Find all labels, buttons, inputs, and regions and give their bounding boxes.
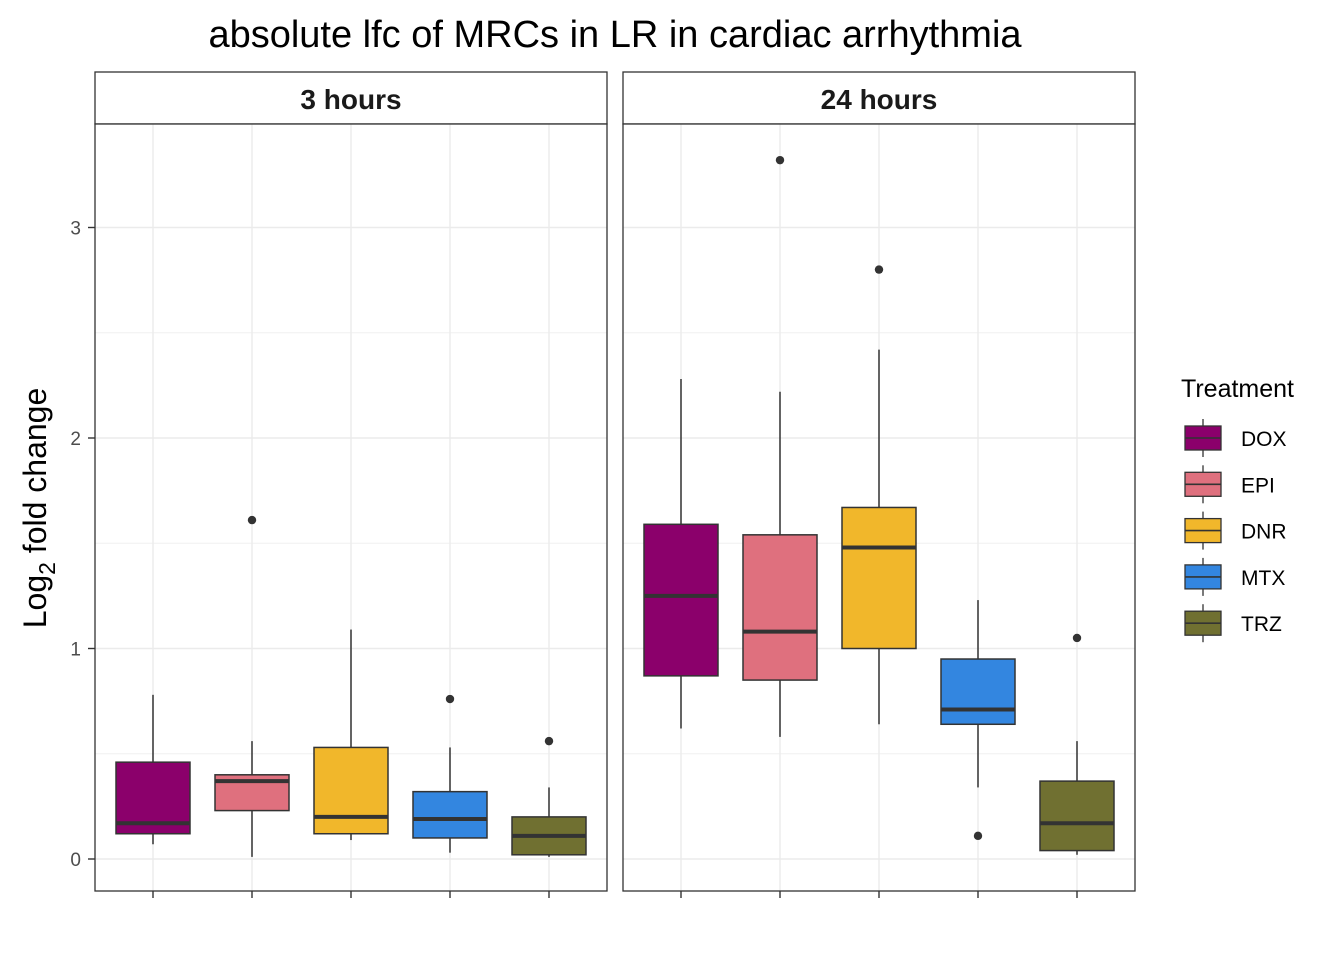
y-tick-label: 2 (70, 429, 81, 450)
y-tick-label: 3 (70, 219, 81, 240)
legend-item-dnr: DNR (1184, 511, 1287, 550)
box-iqr (841, 506, 917, 650)
y-axis: 0 1 2 3 (70, 219, 95, 871)
legend-item-epi: EPI (1184, 465, 1275, 504)
box-iqr (742, 534, 818, 681)
y-axis-title: Log2 fold change (17, 388, 60, 629)
outlier-point (247, 515, 257, 525)
outlier-point (874, 265, 884, 274)
panel-border (94, 123, 608, 892)
legend-label: EPI (1241, 474, 1275, 497)
facet-strip (94, 71, 608, 125)
legend-label: MTX (1241, 567, 1285, 590)
facet-strip-label: 3 hours (300, 84, 401, 115)
box-epi (214, 515, 290, 857)
legend-title: Treatment (1181, 375, 1294, 403)
facet-strip-label: 24 hours (821, 84, 938, 115)
outlier-point (445, 694, 455, 704)
box-mtx (412, 694, 488, 853)
legend-item-mtx: MTX (1184, 557, 1285, 596)
box-dox (643, 379, 719, 729)
facet-strip (622, 71, 1136, 125)
box-dnr (841, 265, 917, 725)
legend-label: TRZ (1241, 613, 1282, 636)
box-iqr (643, 523, 719, 677)
box-dox (115, 694, 191, 845)
panel-border (622, 123, 1136, 892)
y-axis-title-prefix: Log (17, 575, 53, 628)
y-tick-label: 1 (70, 640, 81, 661)
outlier-point (775, 155, 785, 165)
box-iqr (1039, 780, 1115, 852)
outlier-point (973, 831, 983, 841)
box-epi (742, 155, 818, 737)
legend: Treatment DOX EPI DNR MTX TRZ (1181, 375, 1294, 643)
legend-label: DOX (1241, 428, 1287, 451)
outlier-point (544, 736, 554, 746)
chart-title: absolute lfc of MRCs in LR in cardiac ar… (208, 14, 1022, 56)
box-mtx (940, 600, 1016, 841)
facets-layer: 3 hours 24 hours 0 1 2 3 (70, 71, 1136, 898)
legend-item-dox: DOX (1184, 419, 1287, 457)
legend-label: DNR (1241, 521, 1287, 544)
facet-panel: 24 hours (622, 71, 1136, 898)
box-trz (1039, 633, 1115, 855)
box-iqr (940, 658, 1016, 726)
y-axis-title-suffix: fold change (17, 388, 53, 562)
legend-item-trz: TRZ (1184, 604, 1282, 643)
outlier-point (1072, 633, 1082, 643)
legend-items: DOX EPI DNR MTX TRZ (1184, 419, 1287, 643)
box-trz (511, 736, 587, 857)
facet-panel: 3 hours (94, 71, 608, 898)
box-iqr (412, 790, 488, 839)
box-dnr (313, 629, 389, 841)
box-iqr (313, 746, 389, 835)
y-axis-title-subscript: 2 (34, 562, 60, 575)
y-tick-label: 0 (70, 850, 81, 871)
